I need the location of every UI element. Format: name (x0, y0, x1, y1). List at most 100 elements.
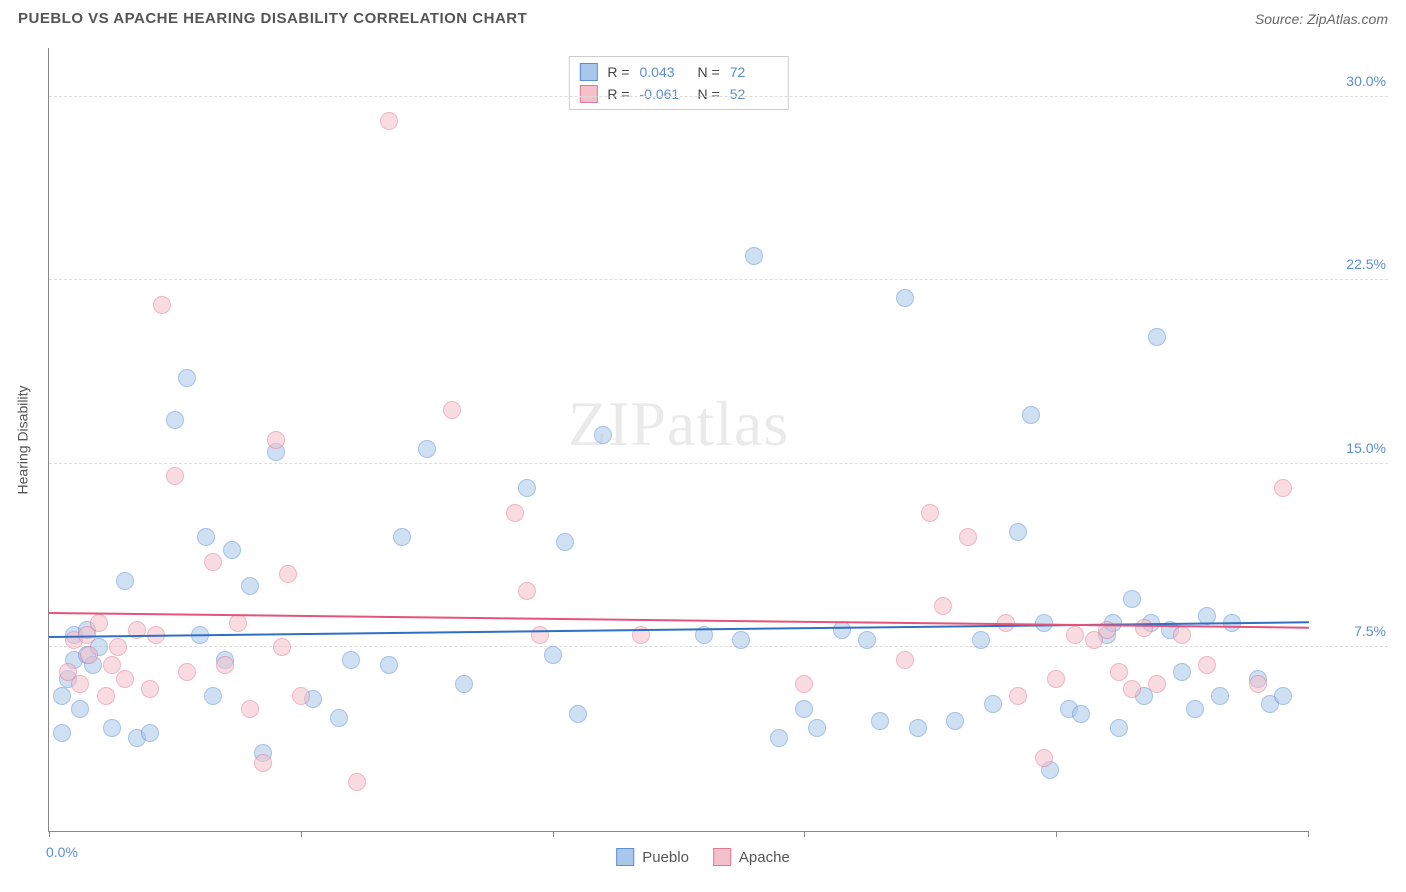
watermark: ZIPatlas (568, 387, 789, 461)
data-point (1211, 687, 1229, 705)
y-tick-label: 22.5% (1346, 256, 1386, 272)
legend-swatch (616, 848, 634, 866)
legend-swatch (579, 63, 597, 81)
data-point (204, 687, 222, 705)
data-point (972, 631, 990, 649)
data-point (1173, 663, 1191, 681)
data-point (1022, 406, 1040, 424)
data-point (178, 369, 196, 387)
data-point (116, 670, 134, 688)
chart-area: Hearing Disability ZIPatlas R =0.043N =7… (48, 48, 1388, 832)
legend-row: R =-0.061N =52 (579, 83, 777, 105)
data-point (1110, 663, 1128, 681)
data-point (455, 675, 473, 693)
data-point (223, 541, 241, 559)
data-point (393, 528, 411, 546)
data-point (241, 577, 259, 595)
data-point (1135, 619, 1153, 637)
data-point (934, 597, 952, 615)
data-point (745, 247, 763, 265)
data-point (594, 426, 612, 444)
data-point (1035, 749, 1053, 767)
data-point (1198, 656, 1216, 674)
data-point (896, 651, 914, 669)
data-point (518, 479, 536, 497)
data-point (216, 656, 234, 674)
data-point (1047, 670, 1065, 688)
x-tick (553, 831, 554, 837)
data-point (909, 719, 927, 737)
data-point (330, 709, 348, 727)
data-point (896, 289, 914, 307)
stat-r-label: R = (607, 86, 629, 102)
data-point (1249, 675, 1267, 693)
data-point (518, 582, 536, 600)
data-point (506, 504, 524, 522)
data-point (1123, 680, 1141, 698)
legend-item: Pueblo (616, 848, 689, 866)
data-point (153, 296, 171, 314)
data-point (267, 431, 285, 449)
source-attribution: Source: ZipAtlas.com (1255, 11, 1388, 27)
correlation-legend: R =0.043N =72R =-0.061N =52 (568, 56, 788, 110)
data-point (279, 565, 297, 583)
data-point (1110, 719, 1128, 737)
data-point (204, 553, 222, 571)
x-tick (804, 831, 805, 837)
header: PUEBLO VS APACHE HEARING DISABILITY CORR… (0, 0, 1406, 33)
data-point (342, 651, 360, 669)
stat-n-value: 72 (730, 64, 778, 80)
data-point (178, 663, 196, 681)
data-point (380, 112, 398, 130)
data-point (1123, 590, 1141, 608)
gridline (49, 96, 1388, 97)
data-point (254, 754, 272, 772)
data-point (959, 528, 977, 546)
data-point (1274, 479, 1292, 497)
y-axis-label-wrap: Hearing Disability (10, 48, 34, 832)
data-point (795, 675, 813, 693)
data-point (544, 646, 562, 664)
data-point (116, 572, 134, 590)
plot-region: ZIPatlas R =0.043N =72R =-0.061N =52 7.5… (48, 48, 1308, 832)
data-point (443, 401, 461, 419)
data-point (418, 440, 436, 458)
data-point (90, 614, 108, 632)
data-point (71, 700, 89, 718)
data-point (141, 680, 159, 698)
x-tick (1308, 831, 1309, 837)
legend-label: Apache (739, 849, 790, 866)
legend-row: R = 0.043 N = 72 (579, 61, 777, 83)
x-tick (301, 831, 302, 837)
data-point (921, 504, 939, 522)
data-point (946, 712, 964, 730)
data-point (833, 621, 851, 639)
stat-r-value: -0.061 (640, 86, 688, 102)
data-point (103, 719, 121, 737)
data-point (292, 687, 310, 705)
chart-title: PUEBLO VS APACHE HEARING DISABILITY CORR… (18, 10, 527, 27)
data-point (1009, 687, 1027, 705)
data-point (273, 638, 291, 656)
data-point (380, 656, 398, 674)
data-point (531, 626, 549, 644)
data-point (1186, 700, 1204, 718)
data-point (1072, 705, 1090, 723)
stat-r-label: R = (607, 64, 629, 80)
data-point (556, 533, 574, 551)
data-point (1066, 626, 1084, 644)
stat-r-value: 0.043 (640, 64, 688, 80)
data-point (1009, 523, 1027, 541)
data-point (53, 687, 71, 705)
x-tick (1056, 831, 1057, 837)
data-point (197, 528, 215, 546)
data-point (1148, 328, 1166, 346)
data-point (53, 724, 71, 742)
stat-n-label: N = (698, 64, 720, 80)
data-point (732, 631, 750, 649)
data-point (166, 411, 184, 429)
legend-swatch (579, 85, 597, 103)
data-point (348, 773, 366, 791)
data-point (808, 719, 826, 737)
data-point (858, 631, 876, 649)
